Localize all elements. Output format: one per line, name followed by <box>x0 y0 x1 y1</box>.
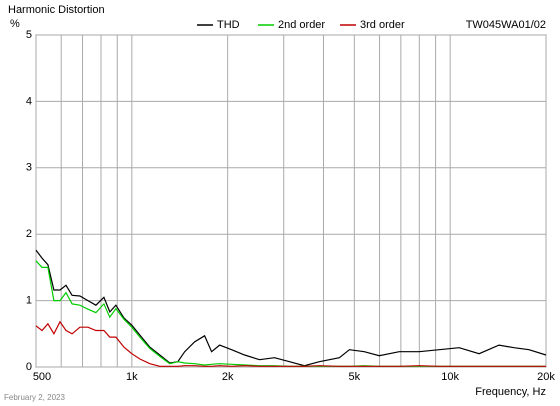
x-tick-label: 5k <box>349 371 361 383</box>
chart-subtitle: TW045WA01/02 <box>466 19 546 31</box>
y-tick-label: 4 <box>26 95 32 107</box>
legend-label: 3rd order <box>360 19 405 31</box>
y-tick-label: 3 <box>26 162 32 174</box>
legend-label: THD <box>217 19 240 31</box>
y-tick-label: 0 <box>26 361 32 373</box>
x-axis-label: Frequency, Hz <box>475 386 546 398</box>
y-axis-label: % <box>10 18 20 30</box>
x-tick-label: 20k <box>537 371 555 383</box>
y-tick-label: 2 <box>26 228 32 240</box>
legend-label: 2nd order <box>278 19 325 31</box>
x-tick-label: 1k <box>126 371 138 383</box>
plot-area <box>35 34 547 368</box>
y-tick-label: 1 <box>26 295 32 307</box>
chart-title: Harmonic Distortion <box>8 4 105 16</box>
y-tick-label: 5 <box>26 29 32 41</box>
footer-date: February 2, 2023 <box>4 393 65 402</box>
line-series <box>35 249 547 367</box>
line-series <box>35 320 546 367</box>
x-tick-label: 500 <box>33 371 51 383</box>
x-tick-label: 2k <box>222 371 234 383</box>
x-tick-label: 10k <box>441 371 459 383</box>
